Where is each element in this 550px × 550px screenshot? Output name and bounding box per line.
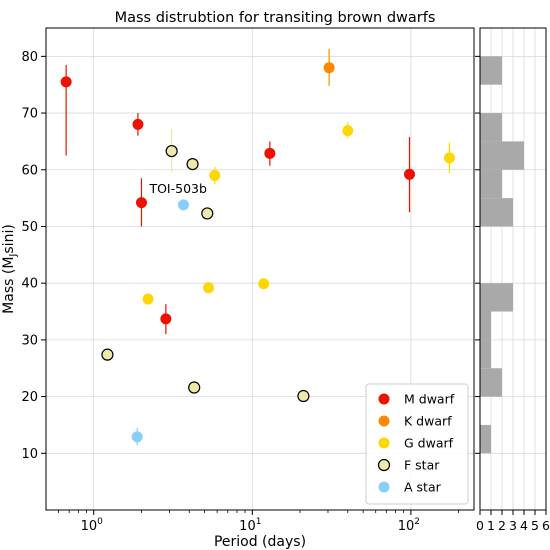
data-point (323, 62, 335, 74)
data-point (160, 313, 172, 325)
data-point (404, 168, 416, 180)
histogram-bar (480, 141, 524, 170)
histogram-bars (480, 56, 524, 454)
data-point (258, 278, 270, 290)
main-plot-frame (45, 27, 475, 511)
annotation-label: TOI-503b (148, 181, 207, 196)
y-tick-label: 40 (21, 277, 38, 292)
data-point (209, 169, 221, 181)
legend-marker (378, 393, 390, 405)
y-axis-label-head: Mass (M (1, 257, 17, 314)
data-point (186, 157, 199, 171)
chart-title: Mass distrubtion for transiting brown dw… (115, 10, 436, 26)
legend-label: A star (404, 480, 442, 495)
histogram-bar (480, 311, 491, 340)
data-point (165, 144, 178, 158)
main-grid (46, 28, 474, 510)
legend-label: M dwarf (404, 392, 455, 407)
legend-label: K dwarf (404, 414, 452, 429)
histogram-x-tick-label: 0 (476, 518, 484, 533)
y-tick-label: 70 (21, 107, 38, 122)
data-point (297, 389, 310, 403)
data-point (177, 199, 189, 211)
histogram-x-tick-label: 5 (531, 518, 539, 533)
data-point (101, 348, 114, 361)
y-tick-label: 30 (21, 333, 38, 348)
x-tick-label: 101 (239, 517, 261, 534)
y-tick-label: 10 (21, 447, 38, 462)
histogram-bar (480, 56, 502, 85)
histogram-bar (480, 368, 502, 397)
histogram-x-tick-label: 6 (542, 518, 550, 533)
y-axis-label-tail: sini) (1, 224, 17, 253)
y-axis-label-sub: J (8, 254, 19, 258)
histogram-bar (480, 339, 491, 369)
data-point (264, 147, 276, 159)
main-plot: TOI-503b 100 101 102 10 20 30 40 50 60 70 80 Peri… (1, 27, 480, 550)
histogram-x-tick-label: 2 (498, 518, 506, 533)
histogram-x-tick-label: 3 (509, 518, 517, 533)
annotations: TOI-503b (148, 181, 207, 196)
data-point (188, 381, 201, 394)
y-tick-label: 20 (21, 390, 38, 405)
histogram-x-tick-label: 4 (520, 518, 528, 533)
data-point (342, 125, 354, 137)
data-point (135, 197, 147, 209)
data-point (132, 118, 144, 130)
legend: M dwarf K dwarf G dwarf F star A star (365, 383, 469, 505)
histogram-bar (480, 283, 513, 312)
x-tick-label: 100 (81, 517, 104, 534)
data-point (60, 76, 72, 88)
legend-marker (378, 437, 390, 449)
y-axis-label: Mass (MJsini) (1, 224, 19, 314)
legend-label: F star (404, 458, 440, 473)
y-tick-label: 60 (21, 163, 38, 178)
legend-marker (377, 458, 391, 472)
y-axis-ticks: 10 20 30 40 50 60 70 80 (21, 50, 480, 462)
legend-marker (378, 481, 390, 493)
x-axis-ticks: 100 101 102 (58, 510, 460, 534)
histogram-x-tick-label: 1 (487, 518, 495, 533)
data-point (131, 431, 143, 443)
data-point (201, 207, 214, 220)
data-points (60, 62, 455, 443)
histogram-bar (480, 424, 491, 454)
x-tick-label: 102 (398, 517, 420, 534)
x-axis-label: Period (days) (214, 534, 306, 550)
histogram-bar (480, 169, 502, 199)
histogram-bar (480, 113, 502, 142)
legend-label: G dwarf (404, 436, 454, 451)
legend-marker (378, 415, 390, 427)
histogram-bar (480, 198, 513, 227)
legend-box (365, 383, 469, 505)
data-point (443, 152, 455, 164)
data-point (142, 293, 154, 305)
y-tick-label: 50 (21, 220, 38, 235)
y-tick-label: 80 (21, 50, 38, 65)
data-point (203, 282, 215, 294)
